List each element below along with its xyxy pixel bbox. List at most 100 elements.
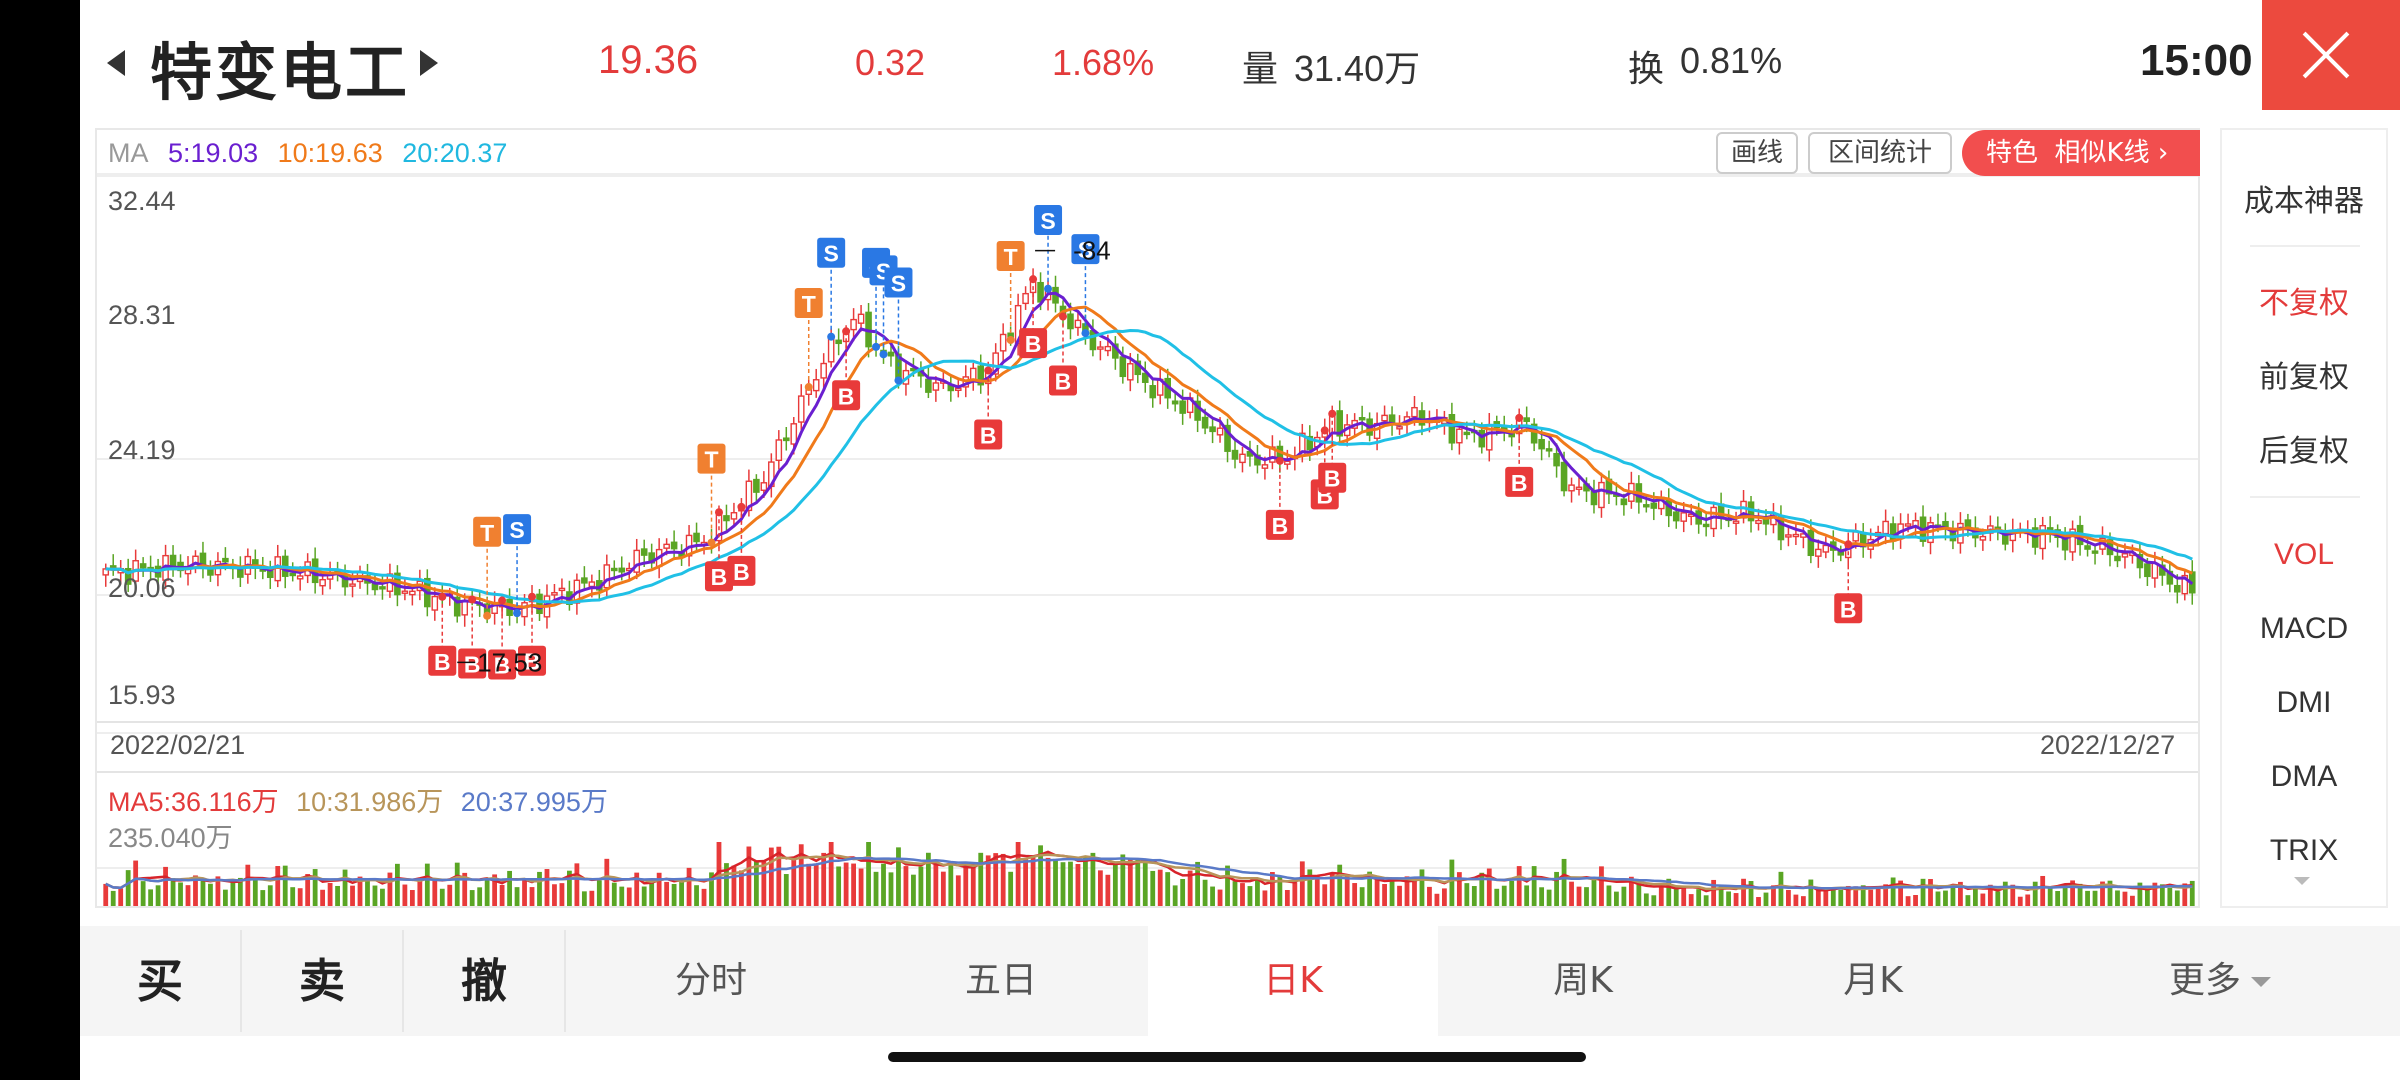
volume-bar	[596, 880, 602, 906]
volume-bar	[1748, 881, 1754, 906]
prev-stock-icon[interactable]	[107, 50, 125, 76]
volume-bar	[2189, 880, 2195, 906]
volume-bar	[866, 842, 871, 906]
draw-line-button[interactable]: 画线	[1716, 132, 1798, 174]
candle-body	[954, 387, 962, 391]
volume-bar	[1808, 879, 1814, 906]
signal-dot	[1328, 409, 1337, 418]
signal-badge	[1071, 234, 1100, 265]
candle-body	[124, 567, 132, 585]
volume-bar	[417, 880, 423, 906]
candle-body	[2091, 550, 2099, 554]
candle-body	[1149, 385, 1157, 399]
candle-body	[1209, 426, 1216, 433]
signal-letter: B	[1840, 596, 1857, 622]
volume-bar	[1786, 889, 1791, 906]
forward-adjust-item[interactable]: 前复权	[2259, 360, 2349, 395]
volume-bar	[1950, 884, 1956, 906]
candle-body	[401, 590, 409, 594]
candle-body	[603, 564, 611, 589]
volume-bar	[439, 888, 445, 906]
candle-body	[670, 541, 678, 550]
dmi-indicator-item[interactable]: DMI	[2276, 686, 2332, 719]
volume-bar	[2047, 887, 2053, 906]
close-button[interactable]	[2262, 0, 2400, 110]
volume-bar	[492, 874, 498, 906]
volume-bar	[1045, 857, 1051, 906]
backward-adjust-item[interactable]: 后复权	[2259, 434, 2349, 469]
similar-kline-button[interactable]: 特色 相似K线 ›	[1962, 130, 2200, 176]
candle-body	[1560, 461, 1568, 492]
candle-body	[1672, 511, 1680, 522]
buy-button[interactable]: 买	[80, 926, 240, 1036]
tab-weekly-k[interactable]: 周K	[1553, 960, 1613, 1001]
volume-bar	[1658, 885, 1664, 906]
signal-dot	[1006, 335, 1015, 344]
ma20-value: 20:20.37	[402, 138, 508, 168]
volume-bar	[955, 875, 961, 906]
tab-more[interactable]: 更多	[2100, 926, 2340, 1036]
volume-bar	[1195, 861, 1201, 906]
dma-indicator-item[interactable]: DMA	[2270, 760, 2338, 793]
home-indicator[interactable]	[888, 1052, 1586, 1062]
stock-name[interactable]: 特变电工	[150, 36, 411, 109]
signal-letter: S	[1078, 237, 1093, 263]
volume-bar	[1292, 882, 1298, 906]
candle-body	[453, 596, 461, 617]
no-adjust-item[interactable]: 不复权	[2259, 286, 2349, 321]
volume-bar	[305, 874, 311, 906]
tab-intraday[interactable]: 分时	[674, 960, 747, 1001]
volume-bar	[462, 872, 468, 906]
scroll-down-icon[interactable]	[2294, 877, 2310, 885]
range-stats-button[interactable]: 区间统计	[1808, 132, 1952, 174]
volume-bar	[1456, 872, 1462, 906]
volume-bar	[611, 882, 617, 906]
volume-bar	[821, 852, 827, 906]
volume-bar	[2010, 884, 2016, 906]
sell-button[interactable]: 卖	[242, 926, 402, 1036]
low-price-label: 17.53	[477, 647, 542, 677]
ma-legend: MA 5:19.03 10:19.63 20:20.37	[108, 138, 519, 169]
volume-bar	[1913, 895, 1918, 906]
candle-body	[1201, 416, 1209, 429]
volume-bar	[1943, 890, 1948, 906]
candle-body	[1022, 292, 1029, 305]
volume-bar	[1800, 896, 1806, 906]
kline-chart-area[interactable]	[95, 128, 2200, 908]
signal-badge	[817, 237, 846, 268]
volume-bar	[1337, 864, 1343, 906]
signal-dot	[879, 350, 888, 359]
volume-bar	[1898, 880, 1903, 906]
candle-body	[431, 595, 439, 611]
candle-body	[2144, 563, 2151, 578]
macd-indicator-item[interactable]: MACD	[2259, 612, 2349, 645]
tab-five-day[interactable]: 五日	[964, 960, 1037, 1001]
volume-bar	[1419, 869, 1425, 906]
candle-body	[1792, 533, 1800, 538]
tab-daily-k[interactable]: 日K	[1148, 926, 1438, 1036]
volume-bar	[395, 863, 400, 906]
cost-tool-item[interactable]: 成本神器	[2244, 184, 2364, 219]
cancel-order-button[interactable]: 撤	[404, 926, 564, 1036]
trix-indicator-item[interactable]: TRIX	[2269, 834, 2339, 867]
volume-bar	[858, 868, 864, 906]
signal-dot	[498, 596, 507, 605]
signal-letter: B	[1055, 369, 1072, 395]
volume-bar	[2115, 890, 2120, 906]
candle-body	[349, 583, 356, 587]
candle-body	[1702, 523, 1710, 528]
volume-bar	[1142, 862, 1148, 906]
candle-body	[633, 549, 641, 573]
candle-body	[1239, 453, 1246, 464]
candle-body	[1478, 429, 1486, 448]
volume-bar	[1673, 889, 1679, 906]
next-stock-icon[interactable]	[420, 50, 438, 76]
volume-bar	[888, 872, 894, 906]
tab-monthly-k[interactable]: 月K	[1843, 960, 1903, 1001]
vol-indicator-item[interactable]: VOL	[2273, 538, 2335, 571]
volume-bar	[1165, 872, 1171, 906]
volume-bar	[372, 885, 378, 906]
volume-bar	[731, 865, 737, 906]
